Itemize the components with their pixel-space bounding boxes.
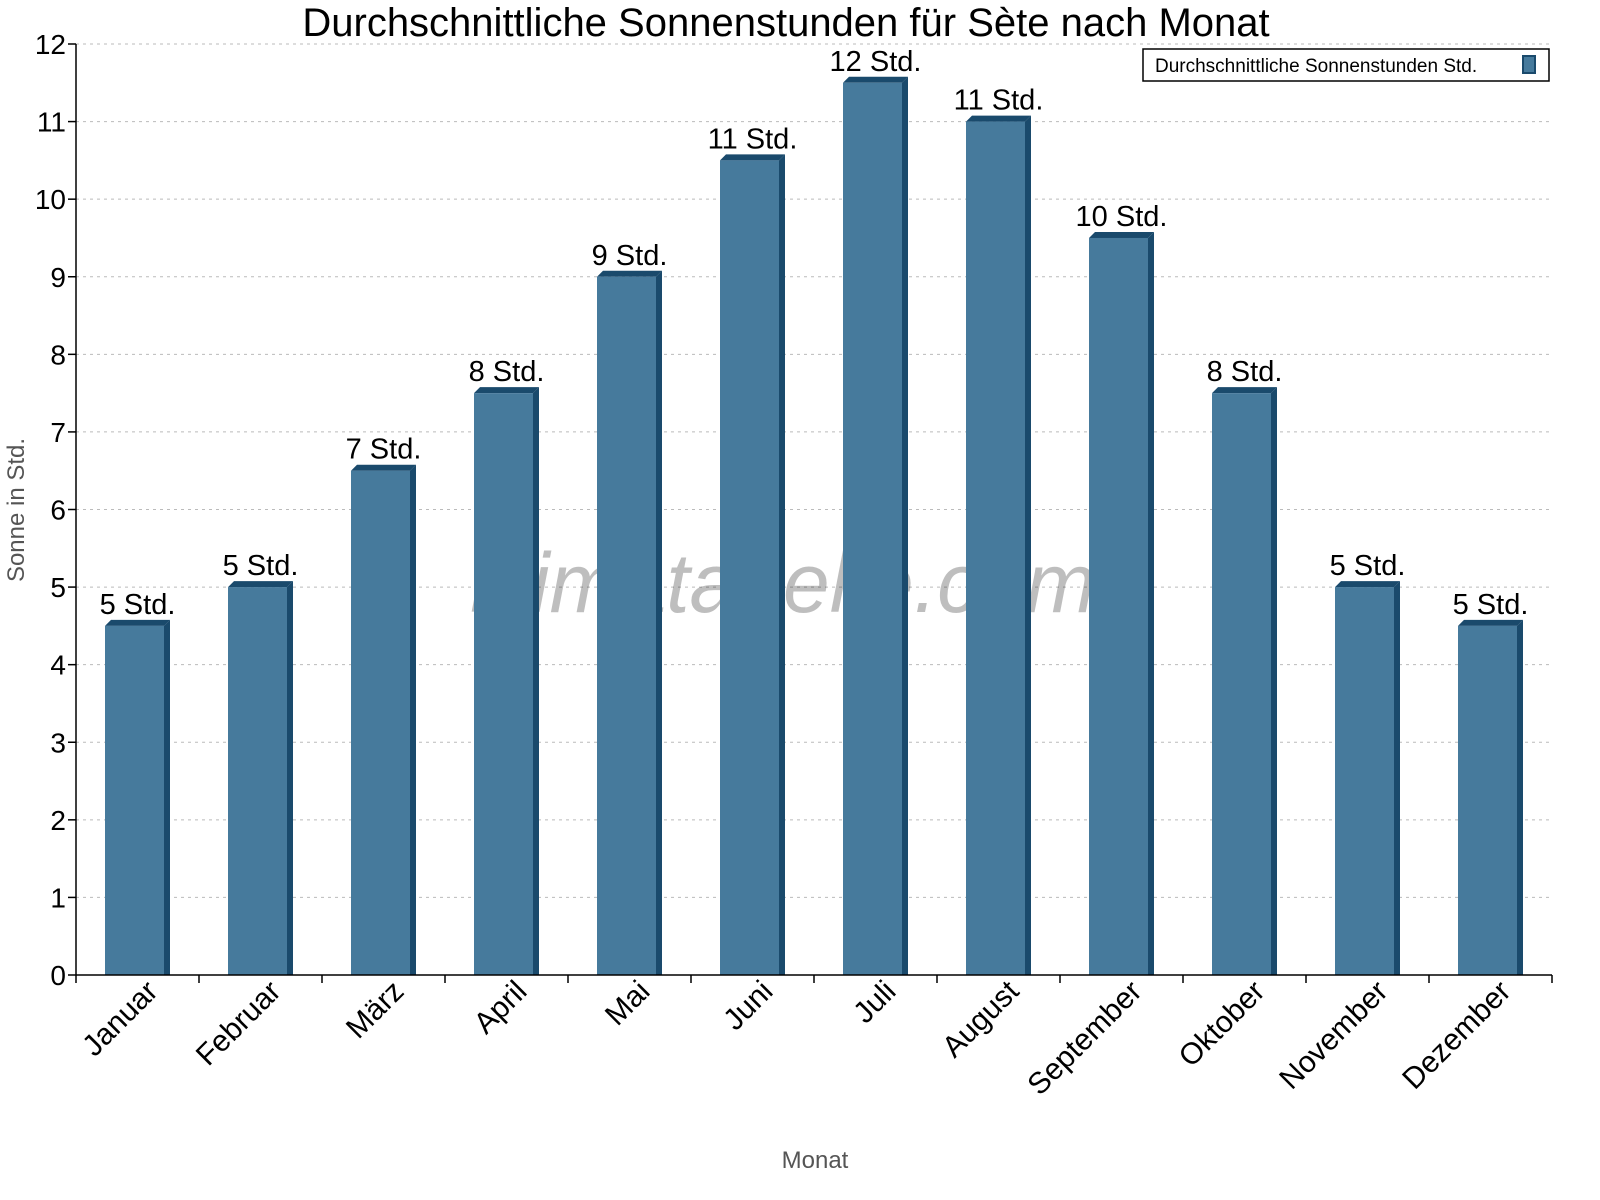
bar-top [228, 581, 293, 588]
legend-swatch [1522, 55, 1536, 74]
bar [966, 121, 1025, 976]
bar [1212, 393, 1271, 975]
bar-top [966, 115, 1031, 122]
bar [720, 160, 779, 975]
x-tick-label: Juni [717, 975, 779, 1037]
y-axis-label: Sonne in Std. [3, 438, 30, 582]
bar [1335, 587, 1394, 975]
data-label: 5 Std. [223, 550, 299, 582]
x-tick-label: Februar [190, 975, 288, 1073]
y-tick-label: 12 [35, 29, 66, 60]
x-tick-label: Juli [847, 975, 902, 1030]
x-axis-label: Monat [782, 1147, 849, 1174]
y-tick-label: 8 [50, 339, 66, 370]
y-tick-label: 2 [50, 805, 66, 836]
x-tick-label: März [340, 975, 410, 1045]
bar [597, 276, 656, 975]
bar-group: 5 Std. [223, 550, 299, 975]
legend-box [1142, 48, 1550, 82]
bar-side [656, 270, 662, 975]
x-tick-label: Dezember [1396, 975, 1517, 1096]
bar-top [597, 270, 662, 277]
x-tick-label: August [936, 974, 1026, 1064]
bar-side [1148, 231, 1154, 976]
data-label: 8 Std. [469, 356, 545, 388]
bar-top [105, 619, 170, 626]
y-tick-label: 9 [50, 262, 66, 293]
bar-top [1089, 231, 1154, 238]
bar-top [474, 387, 539, 394]
bar [351, 470, 410, 975]
bar-group: 9 Std. [592, 240, 668, 975]
legend-label: Durchschnittliche Sonnenstunden Std. [1155, 56, 1477, 77]
y-tick-label: 6 [50, 495, 66, 526]
bar-group: 8 Std. [1207, 356, 1283, 975]
bar [228, 587, 287, 975]
legend: Durchschnittliche Sonnenstunden Std. [1142, 48, 1550, 82]
bar-group: 7 Std. [346, 434, 422, 975]
bar-side [410, 464, 416, 975]
x-tick-label: September [1021, 975, 1148, 1102]
y-tick-label: 4 [50, 650, 66, 681]
x-tick-label: Mai [599, 975, 657, 1033]
y-tick-label: 1 [50, 882, 66, 913]
bar-group: 11 Std. [954, 85, 1044, 976]
chart-title: Durchschnittliche Sonnenstunden für Sète… [302, 1, 1269, 45]
bar-group: 5 Std. [1330, 550, 1406, 975]
y-tick-label: 10 [35, 184, 66, 215]
bar [1458, 625, 1517, 975]
bar-side [1271, 387, 1277, 975]
bar-top [720, 154, 785, 161]
bar-group: 8 Std. [469, 356, 545, 975]
bar-side [164, 619, 170, 975]
bars: 5 Std. 5 Std. 7 Std. 8 Std. 9 Std. 11 Std. 12 … [100, 46, 1529, 976]
bar-side [902, 76, 908, 975]
data-label: 7 Std. [346, 434, 422, 466]
y-tick-label: 3 [50, 727, 66, 758]
bar-side [779, 154, 785, 975]
bar-side [533, 387, 539, 975]
bar-top [351, 464, 416, 471]
bar-top [1212, 387, 1277, 394]
y-tick-label: 5 [50, 572, 66, 603]
bar-group: 11 Std. [708, 123, 798, 975]
x-tick-label: Januar [76, 975, 164, 1063]
data-label: 9 Std. [592, 240, 668, 272]
data-label: 8 Std. [1207, 356, 1283, 388]
bar [474, 393, 533, 975]
bar [843, 82, 902, 975]
x-tick-label: November [1273, 975, 1394, 1096]
data-label: 5 Std. [1453, 589, 1529, 621]
y-tick-label: 11 [37, 107, 66, 138]
bar-group: 5 Std. [100, 589, 176, 975]
bar-top [843, 76, 908, 83]
bar [105, 625, 164, 975]
bar-top [1335, 581, 1400, 588]
bar-side [1394, 581, 1400, 975]
y-tick-label: 7 [50, 417, 66, 448]
data-label: 5 Std. [100, 589, 176, 621]
bar-group: 10 Std. [1076, 201, 1168, 976]
bar [1089, 237, 1148, 976]
bar-side [1025, 115, 1031, 976]
y-tick-label: 0 [50, 960, 66, 991]
x-tick-label: Oktober [1173, 975, 1272, 1074]
data-label: 12 Std. [830, 46, 922, 78]
bar-top [1458, 619, 1523, 626]
bar-group: 5 Std. [1453, 589, 1529, 975]
gridlines [76, 43, 1552, 898]
data-label: 11 Std. [708, 123, 798, 155]
data-label: 11 Std. [954, 85, 1044, 117]
data-label: 10 Std. [1076, 201, 1168, 233]
bar-group: 12 Std. [830, 46, 922, 975]
x-tick-label: April [468, 975, 534, 1041]
data-label: 5 Std. [1330, 550, 1406, 582]
bar-side [1517, 619, 1523, 975]
bar-side [287, 581, 293, 975]
